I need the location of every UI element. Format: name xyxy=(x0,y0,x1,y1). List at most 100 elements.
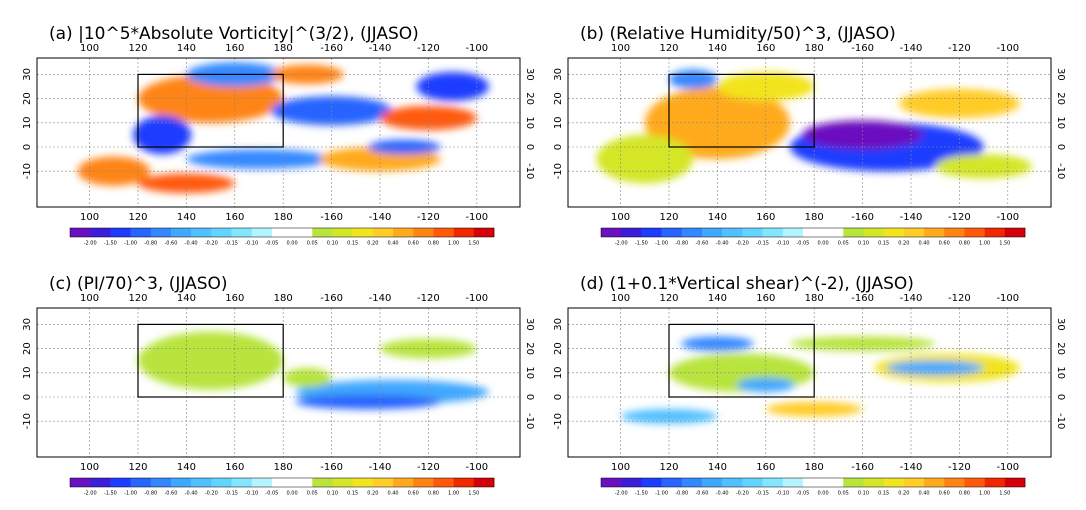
colorbar-label: 0.15 xyxy=(878,491,889,497)
colorbar-label: 0.00 xyxy=(818,241,829,247)
colorbar-box xyxy=(1004,478,1026,487)
colorbar-box xyxy=(292,228,313,237)
lon-tick-label: 140 xyxy=(177,212,196,223)
field-blob xyxy=(283,367,332,388)
lon-tick-label: 140 xyxy=(177,293,196,304)
field xyxy=(568,58,1051,207)
colorbar-box xyxy=(413,228,434,237)
colorbar-box xyxy=(90,228,111,237)
colorbar-label: -0.80 xyxy=(675,241,688,247)
colorbar-box xyxy=(762,478,784,487)
field-blob xyxy=(367,139,441,155)
colorbar-box xyxy=(473,228,495,237)
colorbar-label: 0.40 xyxy=(918,241,929,247)
lat-tick-label: 30 xyxy=(1055,68,1066,81)
lat-tick-label: 30 xyxy=(524,68,535,81)
colorbar-label: -0.60 xyxy=(695,241,708,247)
colorbar-box xyxy=(903,228,925,237)
lon-tick-label: -120 xyxy=(417,293,440,304)
colorbar-box xyxy=(843,478,864,487)
colorbar-label: -0.60 xyxy=(164,491,177,497)
lon-tick-label: 120 xyxy=(128,43,147,54)
region-box xyxy=(668,73,815,148)
colorbar-box xyxy=(762,228,784,237)
lat-tick-label: 20 xyxy=(1055,92,1066,105)
lon-tick-label: 140 xyxy=(708,462,727,473)
lat-tick-label: 30 xyxy=(1055,318,1066,331)
colorbar-label: 0.20 xyxy=(367,491,378,497)
colorbar-box xyxy=(964,228,985,237)
lat-tick-label: 10 xyxy=(1055,116,1066,129)
panel: (a) |10^5*Absolute Vorticity|^(3/2), (JJ… xyxy=(22,24,535,247)
colorbar-label: -0.10 xyxy=(776,491,789,497)
lon-tick-label: 120 xyxy=(659,462,678,473)
panel: (b) (Relative Humidity/50)^3, (JJASO)100… xyxy=(553,24,1066,247)
colorbar-label: 0.15 xyxy=(347,491,358,497)
region-box xyxy=(137,73,284,148)
lon-tick-label: -100 xyxy=(996,462,1019,473)
colorbar-label: -1.50 xyxy=(635,241,648,247)
colorbar-box xyxy=(903,478,925,487)
lon-tick-label: 180 xyxy=(274,43,293,54)
colorbar-frame xyxy=(69,227,495,238)
colorbar-box xyxy=(372,478,394,487)
colorbar-label: 0.20 xyxy=(898,491,909,497)
colorbar-label: -0.15 xyxy=(225,491,238,497)
colorbar-label: 1.00 xyxy=(979,241,990,247)
colorbar-label: 0.05 xyxy=(307,491,318,497)
colorbar-box xyxy=(742,478,763,487)
colorbar-box xyxy=(641,228,662,237)
lat-tick-label: 0 xyxy=(553,144,564,150)
colorbar-label: 0.20 xyxy=(898,241,909,247)
colorbar-box xyxy=(453,228,475,237)
field-blob xyxy=(133,115,192,155)
colorbar-label: 0.40 xyxy=(387,241,398,247)
colorbar-label: -0.40 xyxy=(185,491,198,497)
lon-tick-label: 160 xyxy=(225,212,244,223)
map-frame xyxy=(567,57,1052,208)
colorbar-box xyxy=(110,478,131,487)
lat-tick-label: -10 xyxy=(553,413,564,429)
lat-tick-label: 30 xyxy=(553,68,564,81)
lat-tick-label: 0 xyxy=(22,144,33,150)
colorbar-box xyxy=(413,478,434,487)
lon-tick-label: -140 xyxy=(369,43,392,54)
lon-tick-label: -160 xyxy=(320,462,343,473)
colorbar-box xyxy=(984,228,1006,237)
lon-tick-label: -140 xyxy=(900,462,923,473)
lon-tick-label: -160 xyxy=(320,293,343,304)
colorbar-box xyxy=(681,478,703,487)
lat-tick-label: 0 xyxy=(1055,144,1066,150)
lon-tick-label: -140 xyxy=(900,212,923,223)
colorbar-label: -0.60 xyxy=(164,241,177,247)
colorbar-box xyxy=(312,228,333,237)
colorbar-box xyxy=(843,228,864,237)
colorbar-label: 0.80 xyxy=(959,491,970,497)
lon-tick-label: -160 xyxy=(851,212,874,223)
colorbar-label: 1.50 xyxy=(468,241,479,247)
colorbar-label: -1.00 xyxy=(655,241,668,247)
colorbar-frame xyxy=(600,477,1026,488)
colorbar-label: -1.00 xyxy=(655,491,668,497)
colorbar-box xyxy=(742,228,763,237)
colorbar-label: -2.00 xyxy=(615,491,628,497)
colorbar-label: -0.05 xyxy=(265,491,278,497)
colorbar-label: 0.00 xyxy=(287,241,298,247)
colorbar-box xyxy=(863,478,884,487)
lon-tick-label: -160 xyxy=(851,293,874,304)
lon-tick-label: -120 xyxy=(948,293,971,304)
lon-tick-label: 160 xyxy=(225,462,244,473)
lon-tick-label: 180 xyxy=(805,293,824,304)
field xyxy=(568,308,1051,457)
lat-tick-label: 10 xyxy=(553,116,564,129)
lat-tick-label: -10 xyxy=(22,413,33,429)
colorbar-label: -0.20 xyxy=(205,491,218,497)
colorbar-box xyxy=(823,478,844,487)
lat-tick-label: 30 xyxy=(22,318,33,331)
colorbar-box xyxy=(271,478,293,487)
lon-tick-label: -140 xyxy=(369,212,392,223)
panel: (c) (PI/70)^3, (JJASO)100100120120140140… xyxy=(22,274,535,497)
colorbar-label: -0.20 xyxy=(736,491,749,497)
colorbar-label: -0.80 xyxy=(675,491,688,497)
